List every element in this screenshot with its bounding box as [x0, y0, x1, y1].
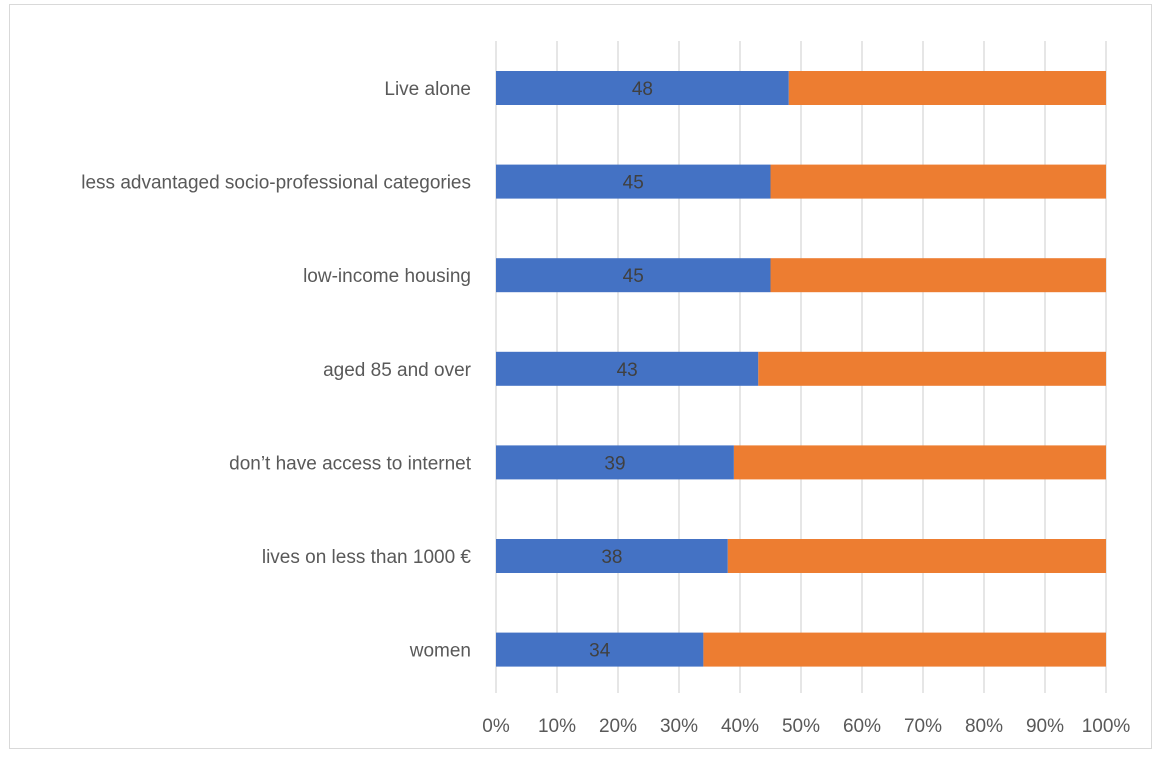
bar-segment-series-1 [496, 632, 704, 667]
category-label: aged 85 and over [323, 360, 472, 381]
chart-frame: 48 45 45 43 39 38 34 Live alone less advantaged… [9, 4, 1152, 749]
bar-segment-series-2 [770, 164, 1106, 199]
bar-segment-series-1 [496, 445, 734, 480]
category-label: don’t have access to internet [229, 453, 472, 474]
x-tick-label: 90% [1026, 716, 1064, 737]
bar-segment-series-2 [758, 351, 1106, 386]
bars: 48 45 45 43 39 38 34 [496, 71, 1106, 667]
bar-segment-series-2 [770, 258, 1106, 293]
x-tick-label: 40% [721, 716, 759, 737]
category-labels: Live alone less advantaged socio-professi… [81, 79, 471, 662]
data-label: 34 [589, 641, 611, 662]
category-label: less advantaged socio-professional categ… [81, 173, 471, 194]
category-label: lives on less than 1000 € [262, 547, 472, 568]
x-tick-label: 100% [1082, 716, 1131, 737]
bar-segment-series-2 [727, 539, 1106, 573]
x-tick-label: 30% [660, 716, 698, 737]
bar-segment-series-2 [703, 632, 1106, 667]
bar-segment-series-1 [496, 539, 728, 573]
data-label: 43 [617, 360, 638, 381]
x-tick-label: 60% [843, 716, 881, 737]
category-label: women [409, 641, 471, 662]
x-tick-label: 80% [965, 716, 1003, 737]
bar-segment-series-1 [496, 164, 771, 199]
data-label: 48 [632, 79, 653, 100]
category-label: Live alone [384, 79, 471, 100]
chart-plot: 48 45 45 43 39 38 34 Live alone less advantaged… [81, 41, 1130, 737]
data-label: 45 [623, 266, 644, 287]
bar-segment-series-1 [496, 351, 759, 386]
x-tick-label: 50% [782, 716, 820, 737]
x-tick-label: 20% [599, 716, 637, 737]
category-label: low-income housing [303, 266, 471, 287]
data-label: 39 [604, 453, 625, 474]
bar-segment-series-1 [496, 71, 789, 105]
x-tick-label: 70% [904, 716, 942, 737]
data-label: 38 [601, 547, 622, 568]
x-tick-label: 0% [482, 716, 510, 737]
bar-segment-series-2 [733, 445, 1106, 480]
x-axis-ticks: 0% 10% 20% 30% 40% 50% 60% 70% 80% 90% 100% [482, 716, 1130, 737]
data-label: 45 [623, 173, 644, 194]
bar-segment-series-1 [496, 258, 771, 293]
x-tick-label: 10% [538, 716, 576, 737]
bar-segment-series-2 [788, 71, 1106, 105]
